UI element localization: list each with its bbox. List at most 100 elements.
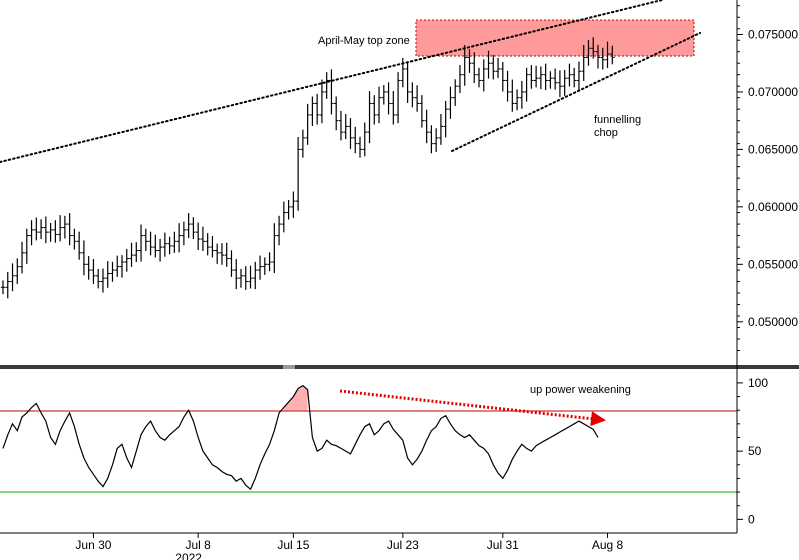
price-tick-label: 0.065000: [748, 142, 798, 156]
price-bar: [248, 265, 253, 289]
price-bar: [267, 252, 272, 272]
price-bar: [405, 62, 410, 103]
price-bar: [500, 62, 505, 92]
price-bar: [543, 63, 548, 91]
price-bar: [605, 41, 610, 69]
price-bar: [567, 63, 572, 87]
price-bar: [167, 236, 172, 255]
price-bar: [486, 50, 491, 79]
price-bar: [467, 49, 472, 73]
price-bar: [43, 216, 49, 244]
price-bar: [253, 261, 258, 290]
x-axis: Jun 30 Jul 8 Jul 15 Jul 23 Jul 31 Aug 8 2022: [0, 532, 737, 560]
price-bar: [291, 191, 296, 218]
price-bar: [38, 219, 44, 240]
price-bar: [510, 79, 515, 112]
oscillator-panel: up power weakening 0 50 100: [0, 376, 768, 526]
price-y-axis: 0.050000 0.055000 0.060000 0.065000 0.070000…: [737, 5, 798, 352]
price-bar: [353, 126, 358, 154]
price-bar: [400, 57, 406, 88]
x-tick-label: Jul 8: [185, 538, 211, 552]
price-bar: [381, 85, 386, 105]
price-bar: [257, 255, 263, 280]
price-bar: [100, 268, 106, 293]
price-bar: [362, 122, 367, 157]
price-bar: [395, 72, 401, 124]
price-bar: [176, 223, 182, 253]
price-tick-label: 0.050000: [748, 315, 798, 329]
weakening-arrow: [339, 389, 606, 427]
price-bar: [15, 258, 20, 285]
price-bar: [538, 66, 544, 90]
price-bar: [124, 248, 129, 272]
price-bar: [376, 86, 382, 124]
osc-tick-label: 0: [748, 512, 755, 526]
price-bar: [443, 100, 448, 138]
price-bar: [153, 234, 158, 258]
price-bar: [562, 69, 567, 96]
price-bar: [229, 250, 234, 277]
price-bar: [134, 242, 139, 263]
price-bar: [310, 96, 315, 126]
osc-tick-label: 100: [748, 376, 768, 390]
price-bars: [0, 37, 615, 299]
price-bar: [453, 79, 458, 106]
price-bar: [215, 243, 220, 264]
price-bar: [186, 213, 191, 239]
price-bar: [119, 255, 125, 278]
funnel-label-line2: chop: [594, 127, 618, 139]
price-bar: [91, 259, 96, 285]
price-bar: [115, 255, 120, 277]
price-bar: [386, 82, 391, 115]
price-bar: [19, 241, 25, 274]
price-bar: [181, 221, 187, 246]
price-bar: [157, 238, 163, 262]
price-bar: [462, 45, 467, 86]
panel-divider-grip[interactable]: [283, 365, 295, 369]
price-bar: [105, 261, 110, 288]
price-bar: [262, 257, 267, 275]
price-bar: [481, 59, 486, 92]
price-bar: [595, 44, 601, 69]
price-bar: [448, 86, 453, 119]
zone-label: April-May top zone: [318, 35, 410, 47]
osc-tick-label: 50: [748, 444, 762, 458]
price-tick-label: 0.070000: [748, 85, 798, 99]
price-bar: [529, 65, 534, 89]
price-bar: [138, 224, 144, 262]
price-bar: [524, 67, 529, 102]
weakening-label: up power weakening: [530, 384, 631, 396]
price-bar: [338, 111, 344, 141]
price-bar: [67, 213, 72, 246]
x-tick-label: Jul 31: [487, 538, 519, 552]
x-tick-label: Jun 30: [75, 538, 111, 552]
price-bar: [81, 240, 87, 276]
funnel-label-line1: funnelling: [594, 114, 641, 126]
price-bar: [57, 215, 63, 242]
price-bar: [357, 136, 363, 158]
funnel-lower-trendline: [451, 32, 701, 152]
price-bar: [505, 70, 510, 102]
price-bar: [238, 268, 244, 288]
price-bar: [491, 54, 496, 80]
price-bar: [610, 45, 615, 65]
price-bar: [324, 72, 329, 99]
price-bar: [372, 95, 377, 125]
price-bar: [586, 39, 591, 66]
price-bar: [219, 243, 225, 265]
price-tick-label: 0.060000: [748, 200, 798, 214]
price-bar: [191, 217, 196, 240]
x-year-label: 2022: [175, 551, 202, 560]
oscillator-line: [2, 384, 599, 491]
price-bar: [314, 93, 320, 125]
price-bar: [572, 67, 577, 88]
price-bar: [286, 199, 291, 220]
price-bar: [129, 242, 134, 267]
price-bar: [272, 223, 277, 274]
price-panel: April-May top zone funnelling chop 0.050…: [0, 0, 798, 352]
price-bar: [24, 228, 29, 264]
price-bar: [200, 226, 206, 251]
price-bar: [334, 96, 339, 131]
price-bar: [514, 89, 520, 111]
price-bar: [76, 231, 82, 260]
